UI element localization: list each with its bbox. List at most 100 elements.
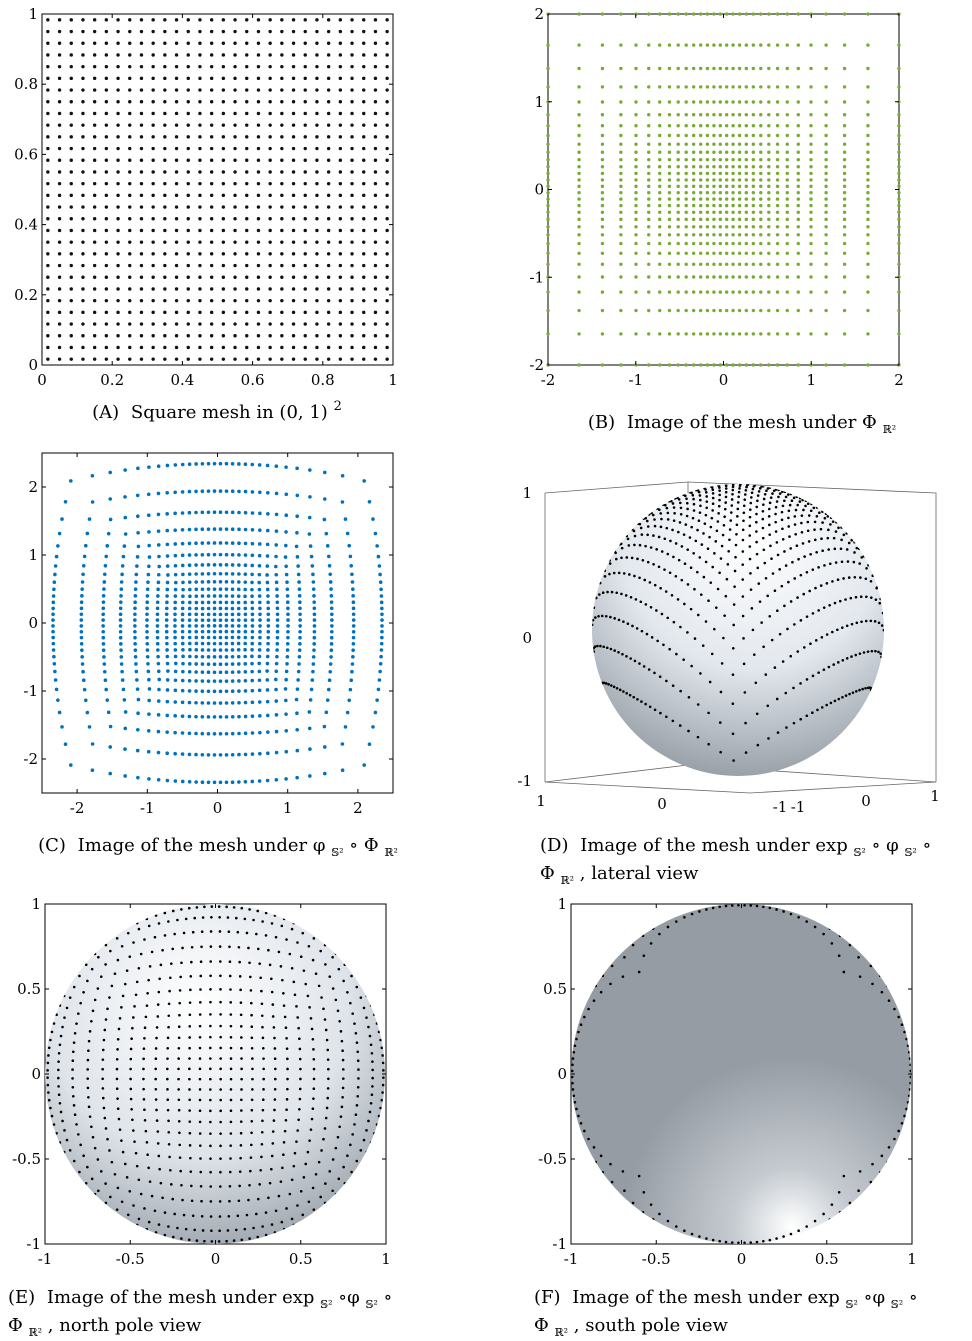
panel-a-point bbox=[81, 357, 85, 361]
panel-e-point bbox=[171, 947, 175, 951]
panel-b-point bbox=[724, 184, 729, 189]
panel-b-point bbox=[842, 113, 847, 117]
panel-d-point bbox=[666, 518, 670, 521]
panel-b-point bbox=[546, 251, 550, 255]
panel-b-point bbox=[767, 233, 771, 237]
panel-b-point bbox=[724, 241, 729, 246]
panel-b-ytick-label: 0 bbox=[534, 181, 544, 199]
panel-d-point bbox=[666, 616, 670, 620]
panel-d-point bbox=[673, 497, 677, 500]
panel-b-point bbox=[744, 85, 749, 89]
panel-d-point bbox=[742, 511, 746, 515]
panel-e-point bbox=[148, 1180, 152, 1183]
panel-b-point bbox=[731, 241, 735, 246]
panel-c-point bbox=[297, 662, 301, 666]
panel-a-point bbox=[92, 240, 97, 244]
panel-a-point bbox=[81, 263, 85, 268]
panel-c-point bbox=[200, 635, 205, 640]
panel-c-point bbox=[230, 654, 235, 659]
panel-f-point bbox=[718, 1239, 721, 1243]
panel-b-point bbox=[809, 262, 813, 266]
panel-c-point bbox=[284, 543, 288, 548]
panel-c-point bbox=[145, 635, 149, 640]
panel-e-point bbox=[86, 1077, 89, 1080]
panel-e-point bbox=[182, 1213, 186, 1217]
panel-b-point bbox=[676, 133, 680, 138]
panel-e-point bbox=[259, 1168, 262, 1172]
panel-e-point bbox=[229, 1098, 233, 1102]
panel-d-point bbox=[800, 514, 804, 517]
panel-c-point bbox=[145, 624, 149, 628]
panel-a-point bbox=[362, 240, 366, 244]
panel-b-point bbox=[842, 150, 847, 154]
panel-b-point bbox=[785, 217, 789, 222]
panel-f-point bbox=[880, 1154, 884, 1158]
panel-e-point bbox=[273, 1108, 276, 1112]
panel-c-point bbox=[308, 468, 312, 472]
panel-b-point bbox=[600, 133, 605, 138]
panel-b-point bbox=[667, 157, 672, 162]
panel-c-point bbox=[230, 572, 235, 576]
panel-b-xtick-label: 1 bbox=[806, 371, 816, 389]
panel-d-point bbox=[680, 578, 684, 582]
panel-a-point bbox=[303, 345, 307, 350]
panel-b-point bbox=[619, 225, 623, 229]
panel-a-point bbox=[303, 275, 307, 279]
panel-b-point bbox=[658, 157, 662, 162]
panel-a-point bbox=[81, 298, 85, 303]
panel-b-point bbox=[751, 190, 756, 195]
panel-b-point bbox=[705, 171, 710, 176]
panel-a-point bbox=[57, 263, 62, 268]
panel-b-point bbox=[691, 275, 696, 279]
panel-e-point bbox=[309, 1128, 313, 1131]
panel-b-point bbox=[785, 43, 789, 47]
panel-e-caption-mid1: ∘φ bbox=[338, 1287, 359, 1308]
panel-b-point bbox=[698, 332, 703, 336]
panel-a-point bbox=[385, 357, 389, 361]
panel-c-point bbox=[250, 688, 255, 693]
panel-f-point bbox=[587, 1007, 590, 1011]
panel-a-point bbox=[69, 345, 73, 350]
panel-e-point bbox=[47, 1046, 51, 1050]
panel-b-point bbox=[600, 157, 605, 162]
panel-e-point bbox=[225, 1239, 228, 1243]
panel-e-point bbox=[177, 1057, 180, 1060]
panel-e-point bbox=[188, 1046, 191, 1050]
panel-c-point bbox=[274, 677, 278, 682]
panel-a-xtick-label: 0.6 bbox=[241, 371, 265, 389]
panel-b-point bbox=[619, 66, 623, 71]
panel-a-point bbox=[245, 240, 249, 244]
panel-d-point bbox=[854, 595, 858, 599]
panel-e-point bbox=[166, 1047, 170, 1050]
panel-a-point bbox=[350, 287, 354, 291]
panel-c-point bbox=[173, 587, 178, 592]
panel-e-point bbox=[351, 1012, 354, 1015]
panel-b-point bbox=[684, 290, 688, 294]
panel-e-point bbox=[270, 1223, 274, 1226]
panel-c-ytick-label: -2 bbox=[23, 750, 38, 768]
panel-a-point bbox=[198, 146, 202, 151]
panel-b-point bbox=[676, 85, 680, 89]
panel-b-point bbox=[751, 217, 756, 222]
panel-d-point bbox=[770, 557, 773, 561]
panel-a-point bbox=[256, 217, 261, 221]
panel-f-point bbox=[743, 1241, 746, 1244]
panel-e-point bbox=[298, 1097, 302, 1101]
panel-c-point bbox=[257, 587, 262, 592]
panel-a-point bbox=[92, 146, 97, 151]
panel-a-point bbox=[315, 135, 319, 139]
panel-e-point bbox=[177, 1088, 180, 1091]
panel-d-point bbox=[778, 568, 781, 571]
panel-d-point bbox=[684, 523, 688, 526]
panel-c-point bbox=[237, 714, 241, 719]
panel-b-point bbox=[619, 142, 623, 146]
panel-b-point bbox=[744, 262, 749, 266]
panel-b-point bbox=[751, 66, 756, 71]
panel-d-ztick-label: 1 bbox=[522, 484, 532, 502]
panel-b-point bbox=[724, 203, 729, 208]
panel-a-point bbox=[326, 88, 331, 92]
panel-b-point bbox=[600, 85, 605, 89]
panel-a-point bbox=[46, 275, 50, 279]
panel-a-point bbox=[350, 252, 354, 256]
panel-a-point bbox=[139, 146, 144, 151]
